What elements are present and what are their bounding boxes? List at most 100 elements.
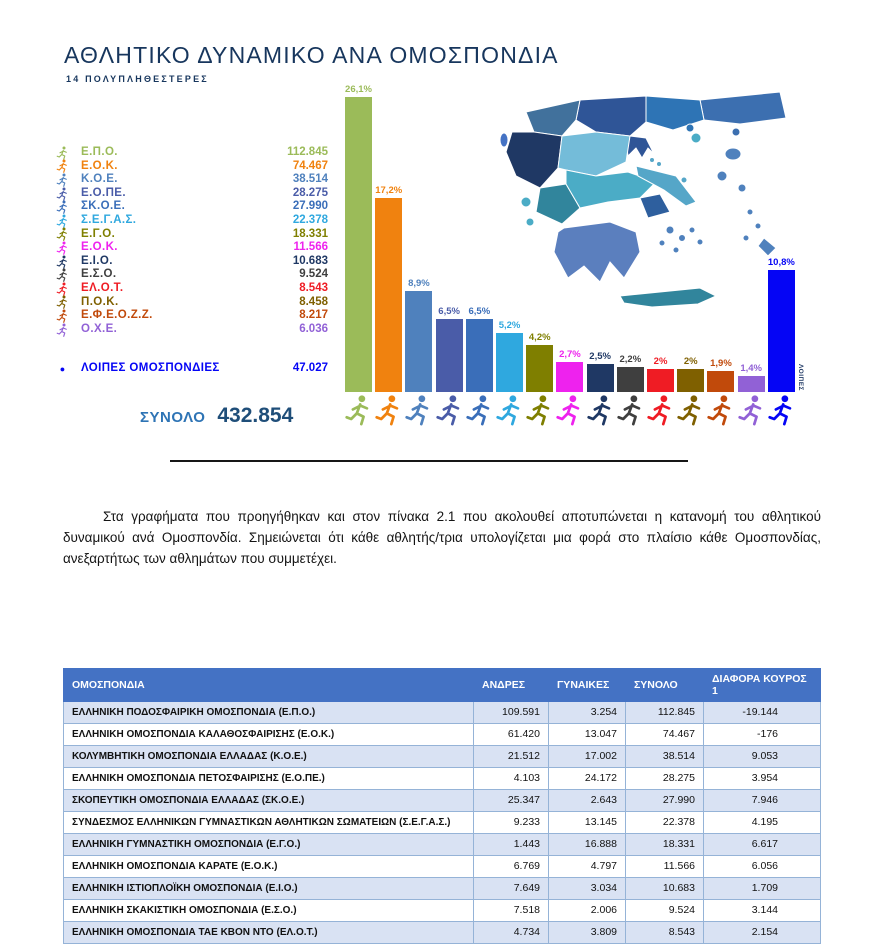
sports-icon-row [345,394,795,426]
federation-name-cell: ΕΛΛΗΝΙΚΗ ΟΜΟΣΠΟΝΔΙΑ ΤΑΕ ΚΒΟΝ ΝΤΟ (ΕΛ.Ο.Τ… [63,921,474,944]
value-cell: 6.617 [703,833,821,856]
legend-item: ΣΚ.Ο.Ε. 27.990 [56,200,328,214]
bar-value-label: 8,9% [408,278,430,290]
federation-abbr: ΣΚ.Ο.Ε. [81,200,126,213]
federation-abbr: ΛΟΙΠΕΣ ΟΜΟΣΠΟΝΔΙΕΣ [81,362,220,375]
federation-abbr: ΕΛ.Ο.Τ. [81,281,124,294]
greece-map [499,91,787,308]
total-label: ΣΥΝΟΛΟ [140,409,206,426]
bar-group: 26,1% [345,84,372,392]
federation-name-cell: ΣΥΝΔΕΣΜΟΣ ΕΛΛΗΝΙΚΩΝ ΓΥΜΝΑΣΤΙΚΩΝ ΑΘΛΗΤΙΚΩ… [63,811,474,834]
bar-group: 2,7% [556,84,584,392]
total-value: 432.854 [217,404,294,427]
bar-value-label: 6,5% [438,305,460,317]
others-bar-caption: ΛΟΙΠΕΣ [796,364,804,391]
federation-count: 9.524 [299,268,328,281]
value-cell: 2.006 [548,899,626,922]
value-cell: 3.144 [703,899,821,922]
bar [707,370,735,392]
table-row: ΣΚΟΠΕΥΤΙΚΗ ΟΜΟΣΠΟΝΔΙΑ ΕΛΛΑΔΑΣ (ΣΚ.Ο.Ε.) 2… [63,789,821,812]
value-cell: 61.420 [473,723,549,746]
bar [556,361,584,392]
legend-item: Ε.Ο.ΠΕ. 28.275 [56,187,328,201]
karate-icon [556,394,583,426]
table-row: ΚΟΛΥΜΒΗΤΙΚΗ ΟΜΟΣΠΟΝΔΙΑ ΕΛΛΑΔΑΣ (Κ.Ο.Ε.) 2… [63,745,821,768]
bar-value-label: 26,1% [345,84,372,96]
federation-name-cell: ΕΛΛΗΝΙΚΗ ΟΜΟΣΠΟΝΔΙΑ ΚΑΛΑΘΟΣΦΑΙΡΙΣΗΣ (Ε.Ο… [63,723,474,746]
bullet-icon: ● [59,363,66,374]
bar-value-label: 17,2% [375,184,403,196]
bar [616,367,644,392]
table-row: ΕΛΛΗΝΙΚΗ ΓΥΜΝΑΣΤΙΚΗ ΟΜΟΣΠΟΝΔΙΑ (Ε.Γ.Ο.) 1… [63,833,821,856]
chess-icon [56,268,69,282]
bar-value-label: 5,2% [498,320,521,332]
bar-value-label: 1,4% [740,363,762,375]
bar-value-label: 2,5% [589,350,611,362]
federation-abbr: Ε.Σ.Ο. [81,268,117,281]
table-row: ΕΛΛΗΝΙΚΗ ΟΜΟΣΠΟΝΔΙΑ ΠΕΤΟΣΦΑΙΡΙΣΗΣ (Ε.Ο.Π… [63,767,821,790]
value-cell: 9.053 [703,745,821,768]
basketball-icon [56,159,69,173]
bar [375,197,403,392]
value-cell: 4.103 [473,767,549,790]
page-title: ΑΘΛΗΤΙΚΟ ΔΥΝΑΜΙΚΟ ΑΝΑ ΟΜΟΣΠΟΝΔΙΑ [64,42,559,68]
column-header: ΔΙΑΦΟΡΑ ΚΟΥΡΟΣ 1 [703,668,821,702]
legend-item: Ε.Γ.Ο. 18.331 [56,228,328,242]
federation-abbr: Ε.Γ.Ο. [81,227,116,240]
value-cell: 109.591 [473,701,549,724]
volleyball-icon [436,394,463,426]
bar-group: 2% [647,84,675,392]
bar [767,269,795,392]
bar-group: 1,9% [707,84,735,392]
legend-item: Κ.Ο.Ε. 38.514 [56,173,328,187]
legend-item: Ο.Χ.Ε. 6.036 [56,323,328,337]
bar-group: 4,2% [526,84,554,392]
federation-count: 28.275 [292,186,328,199]
table-row: ΕΛΛΗΝΙΚΗ ΣΚΑΚΙΣΤΙΚΗ ΟΜΟΣΠΟΝΔΙΑ (Ε.Σ.Ο.) 7… [63,899,821,922]
legend-item: Ε.Π.Ο. 112.845 [56,146,328,160]
bar [465,318,493,392]
value-cell: 3.254 [548,701,626,724]
legend-item: Π.Ο.Κ. 8.458 [56,296,328,310]
value-cell: 10.683 [625,877,704,900]
handball-icon [56,323,69,337]
volleyball-icon [56,187,69,201]
federation-count: 6.036 [299,322,328,335]
jujitsu-icon [56,309,69,323]
gymnastics-icon [56,227,69,241]
boxing-icon [677,394,704,426]
value-cell: 7.946 [703,789,821,812]
federation-abbr: Ε.Ο.ΠΕ. [81,186,126,199]
section-divider [170,460,688,462]
bar-group: 6,5% [435,84,463,392]
value-cell: 11.566 [625,855,704,878]
legend-item-others: ● ΛΟΙΠΕΣ ΟΜΟΣΠΟΝΔΙΕΣ 47.027 [56,362,328,376]
jujitsu-icon [707,394,734,426]
federation-count: 47.027 [292,362,328,375]
page-subtitle: 14 ΠΟΛΥΠΛΗΘΕΣΤΕΡΕΣ [66,74,209,84]
value-cell: 3.809 [548,921,626,944]
federation-count: 27.990 [292,200,328,213]
federation-abbr: Ε.Ι.Ο. [81,254,113,267]
value-cell: 8.543 [625,921,704,944]
bar [435,318,463,392]
swimming-icon [56,173,69,187]
value-cell: 22.378 [625,811,704,834]
value-cell: 9.233 [473,811,549,834]
bar-value-label: 2,7% [559,348,581,360]
value-cell: 7.649 [473,877,549,900]
bar-group: 2,2% [616,84,644,392]
bar-chart: 26,1% 17,2% 8,9% 6,5% 6,5% 5,2% 4,2% 2,7% 2,5% 2,… [345,84,804,392]
value-cell: -19.144 [703,701,821,724]
federation-count: 8.458 [299,295,328,308]
athlete-icon [768,394,795,426]
value-cell: 1.709 [703,877,821,900]
value-cell: 25.347 [473,789,549,812]
bar-group: 6,5% [465,84,493,392]
table-row: ΕΛΛΗΝΙΚΗ ΙΣΤΙΟΠΛΟΪΚΗ ΟΜΟΣΠΟΝΔΙΑ (Ε.Ι.Ο.)… [63,877,821,900]
federation-count: 38.514 [292,173,328,186]
federations-table-wrap: ΟΜΟΣΠΟΝΔΙΑ ΑΝΔΡΕΣ ΓΥΝΑΙΚΕΣ ΣΥΝΟΛΟ ΔΙΑΦΟΡΑ ΚΟ… [63,668,821,944]
handball-icon [738,394,765,426]
value-cell: 1.443 [473,833,549,856]
bar [345,97,372,392]
